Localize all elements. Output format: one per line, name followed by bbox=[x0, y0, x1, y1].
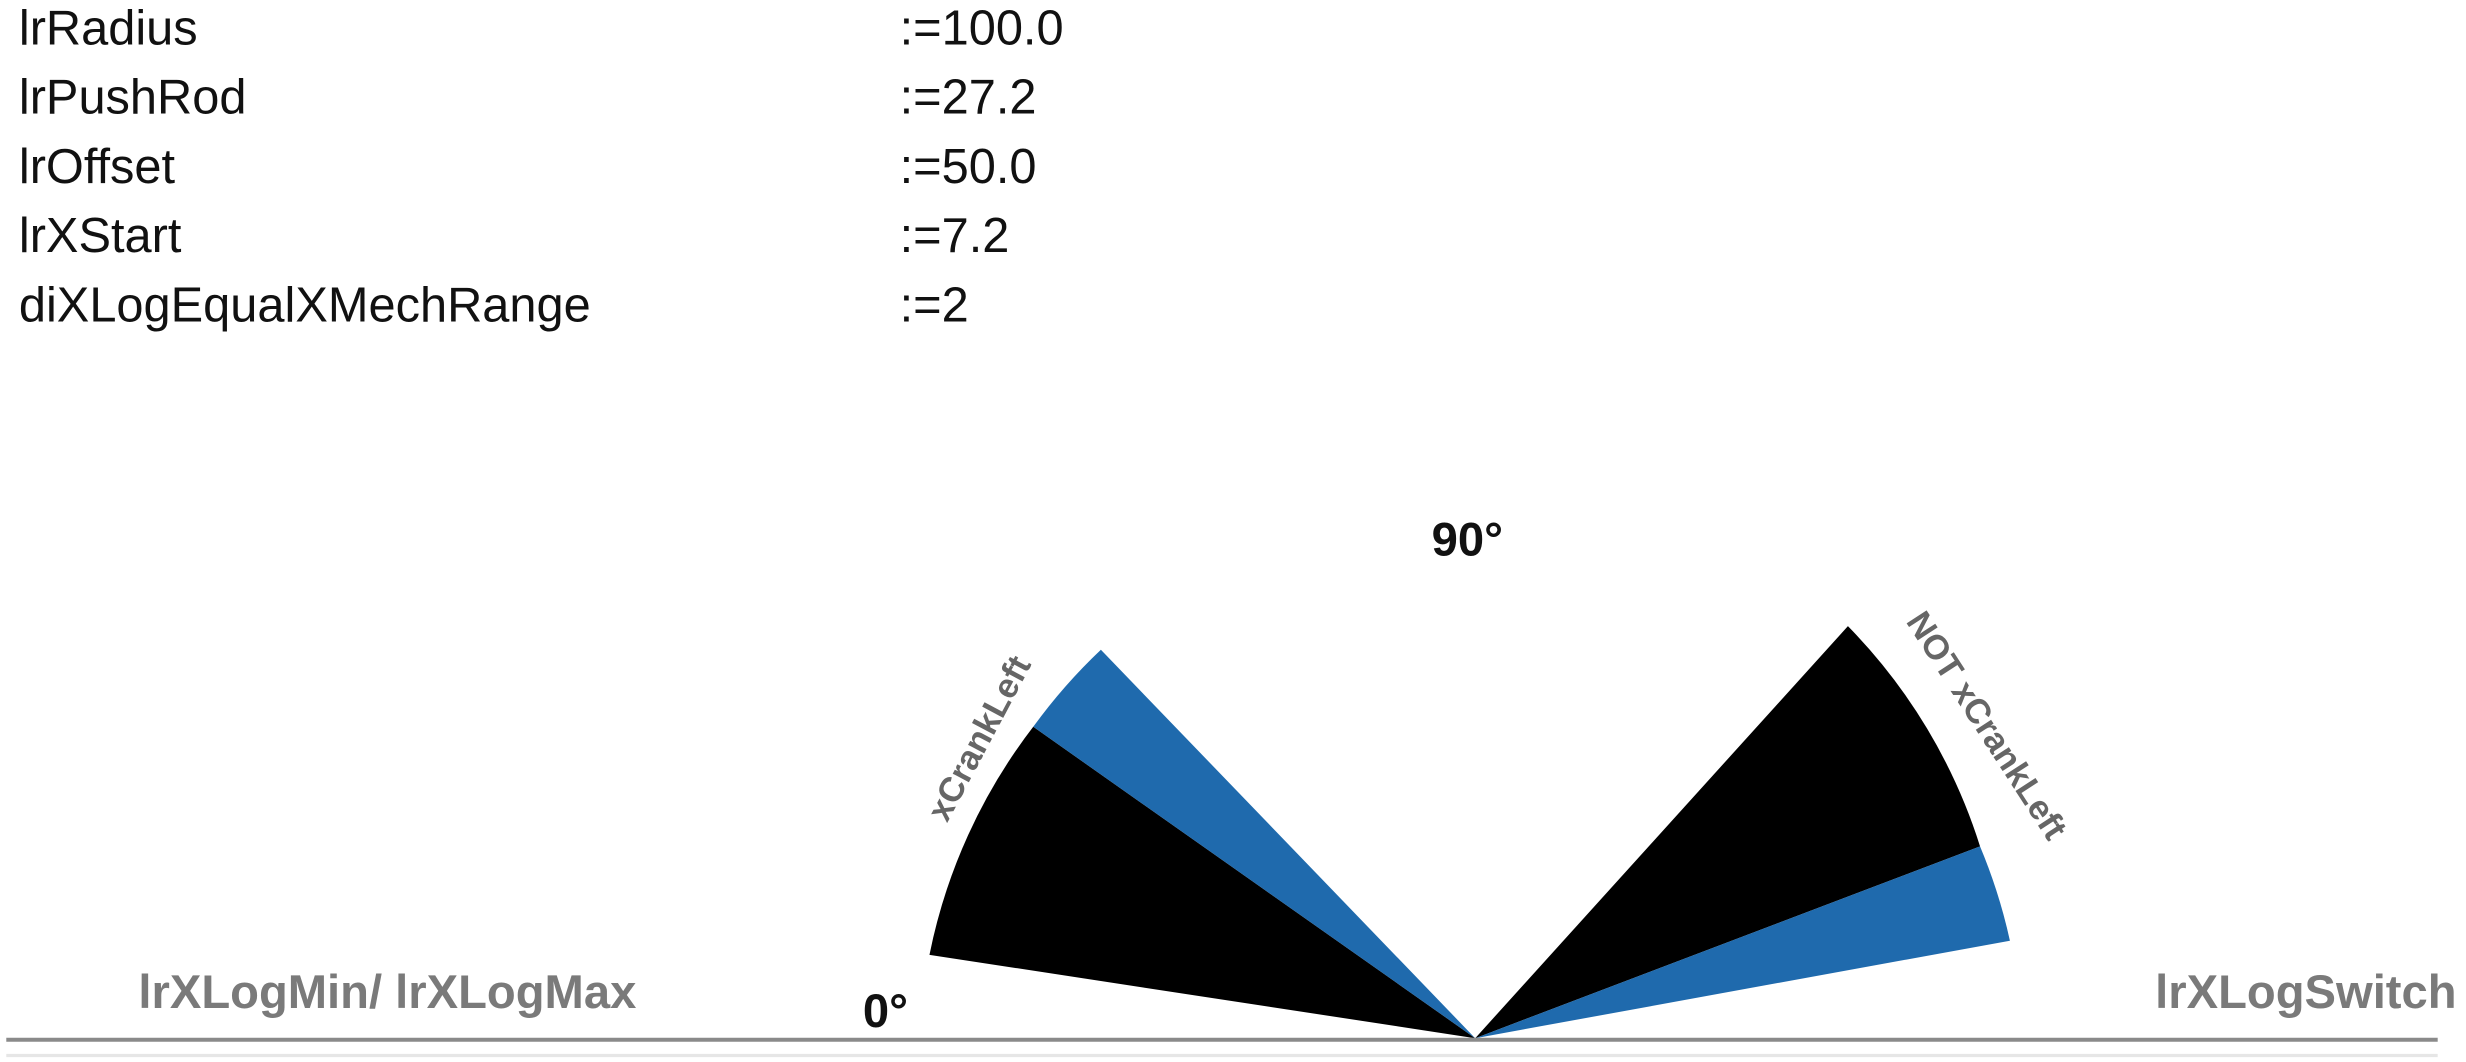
left-baseline-label: lrXLogMin/ lrXLogMax bbox=[138, 965, 636, 1018]
angle-90-label: 90° bbox=[1432, 512, 1503, 565]
param-name: lrPushRod bbox=[19, 71, 247, 125]
right-baseline-label: lrXLogSwitch bbox=[2155, 965, 2456, 1018]
param-value: :=2 bbox=[900, 278, 969, 332]
left-sector-black bbox=[929, 726, 1476, 1039]
param-name: lrOffset bbox=[19, 140, 176, 194]
parameter-list: lrRadius :=100.0 lrPushRod :=27.2 lrOffset :=… bbox=[19, 2, 1064, 333]
right-sector-black bbox=[1475, 626, 1981, 1039]
param-value: :=100.0 bbox=[900, 2, 1064, 56]
param-name: lrRadius bbox=[19, 2, 198, 56]
param-value: :=27.2 bbox=[900, 71, 1037, 125]
param-name: diXLogEqualXMechRange bbox=[19, 278, 591, 332]
param-value: :=7.2 bbox=[900, 209, 1010, 263]
param-name: lrXStart bbox=[19, 209, 182, 263]
angle-0-label: 0° bbox=[863, 984, 908, 1037]
right-sector-blue bbox=[1475, 846, 2010, 1039]
left-sector-blue bbox=[1033, 649, 1476, 1039]
param-value: :=50.0 bbox=[900, 140, 1037, 194]
